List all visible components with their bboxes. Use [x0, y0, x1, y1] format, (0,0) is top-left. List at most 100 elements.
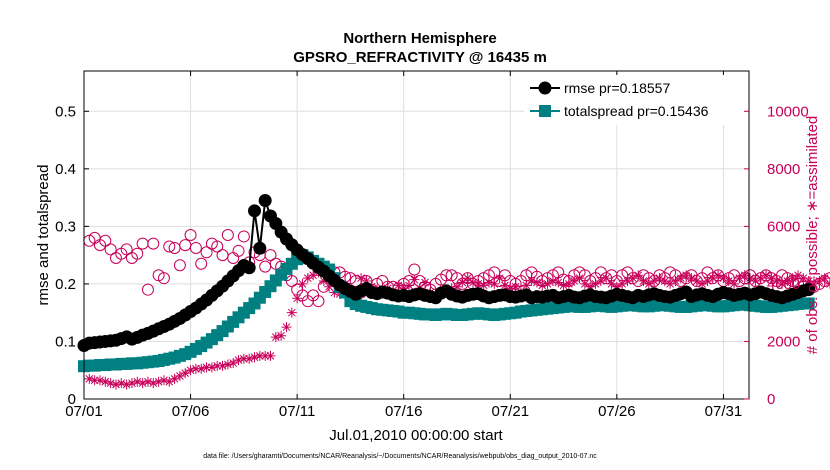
assimilated-point: [201, 362, 212, 373]
assimilated-point: [222, 359, 233, 370]
assimilated-point: [681, 270, 692, 281]
assimilated-point: [809, 278, 820, 289]
possible-point: [147, 237, 160, 250]
possible-point: [189, 241, 202, 254]
y-axis-right-label: # of obs: o=possible; ∗=assimilated: [804, 116, 821, 355]
y-right-tick-label: 0: [767, 391, 775, 408]
assimilated-point: [697, 278, 708, 289]
assimilated-point: [718, 273, 729, 284]
assimilated-point: [393, 280, 404, 291]
assimilated-point: [121, 379, 132, 390]
assimilated-point: [771, 276, 782, 287]
possible-point: [104, 243, 117, 256]
assimilated-point: [670, 276, 681, 287]
assimilated-point: [196, 363, 207, 374]
legend: rmse pr=0.18557 totalspread pr=0.15436: [524, 75, 744, 125]
y-left-tick-label: 0.5: [55, 103, 76, 120]
assimilated-point: [169, 373, 180, 384]
assimilated-point: [324, 281, 335, 292]
assimilated-point: [659, 276, 670, 287]
assimilated-point: [297, 278, 308, 289]
y-left-tick-label: 0.4: [55, 161, 76, 178]
assimilated-point: [649, 276, 660, 287]
possible-point: [131, 247, 144, 260]
assimilated-point: [531, 277, 542, 288]
possible-point: [136, 237, 149, 250]
y-axis-right: 0 2000 4000 6000 8000 10000: [744, 103, 809, 408]
assimilated-point: [356, 273, 367, 284]
possible-point: [173, 259, 186, 272]
assimilated-point: [766, 273, 777, 284]
assimilated-point: [249, 352, 260, 363]
y-left-tick-label: 0.2: [55, 276, 76, 293]
possible-point: [195, 257, 208, 270]
assimilated-point: [398, 283, 409, 294]
assimilated-point: [254, 350, 265, 361]
assimilated-point: [526, 276, 537, 287]
assimilated-point: [654, 273, 665, 284]
rmse-point: [242, 261, 256, 275]
possible-point: [237, 230, 250, 243]
assimilated-point: [643, 278, 654, 289]
assimilated-point: [276, 330, 287, 341]
assimilated-point: [409, 274, 420, 285]
assimilated-point: [569, 276, 580, 287]
assimilated-point: [499, 280, 510, 291]
assimilated-point: [798, 273, 809, 284]
assimilated-point: [260, 350, 271, 361]
assimilated-point: [212, 360, 223, 371]
assimilated-point: [244, 353, 255, 364]
assimilated-point: [292, 293, 303, 304]
assimilated-point: [745, 273, 756, 284]
assimilated-point: [633, 270, 644, 281]
legend-box: [524, 75, 744, 125]
assimilated-point: [164, 376, 175, 387]
rmse-point: [258, 193, 272, 207]
series-totalspread: [78, 249, 815, 373]
assimilated-point: [787, 273, 798, 284]
possible-point: [408, 263, 421, 276]
footnote: data file: /Users/gharamti/Documents/NCA…: [203, 453, 597, 460]
legend-rmse-label: rmse pr=0.18557: [564, 80, 670, 96]
assimilated-point: [457, 277, 468, 288]
legend-spread-marker: [539, 105, 551, 117]
assimilated-point: [606, 278, 617, 289]
assimilated-point: [686, 273, 697, 284]
possible-point: [227, 252, 240, 265]
legend-rmse-marker: [538, 81, 552, 95]
possible-point: [200, 246, 213, 259]
rmse-point: [253, 241, 267, 255]
assimilated-point: [622, 276, 633, 287]
assimilated-point: [281, 322, 292, 333]
assimilated-point: [729, 278, 740, 289]
assimilated-point: [675, 273, 686, 284]
y-left-tick-label: 0.3: [55, 218, 76, 235]
assimilated-point: [126, 378, 137, 389]
assimilated-point: [819, 273, 830, 284]
assimilated-point: [174, 370, 185, 381]
chart-title: Northern Hemisphere: [343, 30, 496, 47]
possible-point: [221, 229, 234, 241]
y-axis-left: 0 0.1 0.2 0.3 0.4 0.5: [55, 103, 89, 408]
y-axis-left-label: rmse and totalspread: [35, 165, 52, 306]
assimilated-point: [814, 276, 825, 287]
assimilated-point: [318, 276, 329, 287]
possible-point: [211, 240, 224, 253]
x-tick-label: 07/26: [598, 403, 636, 420]
assimilated-point: [238, 353, 249, 364]
y-left-tick-label: 0: [68, 391, 76, 408]
assimilated-point: [611, 281, 622, 292]
assimilated-point: [116, 378, 127, 389]
y-right-tick-label: 4000: [767, 276, 800, 293]
series-assimilated: [84, 267, 830, 390]
possible-point: [179, 239, 192, 252]
assimilated-point: [228, 358, 239, 369]
assimilated-point: [110, 379, 121, 390]
assimilated-point: [302, 273, 313, 284]
assimilated-point: [94, 375, 105, 386]
assimilated-point: [723, 276, 734, 287]
assimilated-point: [755, 273, 766, 284]
assimilated-point: [132, 376, 143, 387]
possible-point: [99, 234, 112, 247]
x-tick-label: 07/21: [492, 403, 530, 420]
